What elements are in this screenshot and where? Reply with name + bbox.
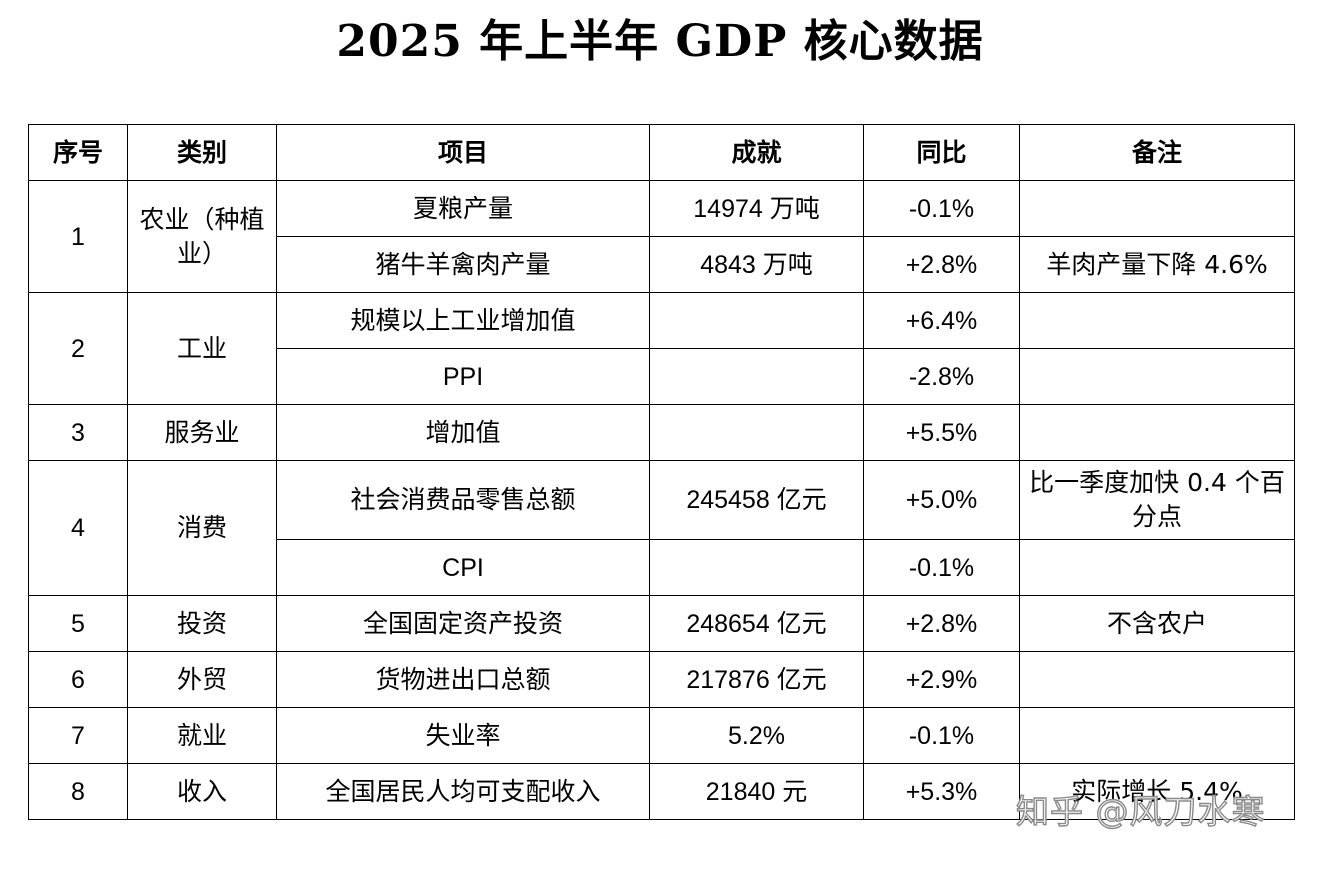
seq-cell: 3 [28, 404, 128, 461]
result-cell: 245458 亿元 [649, 460, 864, 540]
table-row: 5 投资 全国固定资产投资 248654 亿元 +2.8% 不含农户 [28, 595, 1295, 652]
note-cell [1019, 348, 1295, 405]
result-cell [649, 404, 864, 461]
gdp-data-table: 序号 类别 项目 成就 同比 备注 1 农业（种植业） 夏粮产量 14974 万… [28, 124, 1295, 820]
item-cell: 社会消费品零售总额 [276, 460, 650, 540]
category-cell: 外贸 [127, 651, 277, 708]
result-cell: 5.2% [649, 707, 864, 764]
header-category: 类别 [127, 124, 277, 181]
result-cell [649, 539, 864, 596]
yoy-cell: -2.8% [863, 348, 1020, 405]
table-row: 2 工业 规模以上工业增加值 +6.4% [28, 292, 1295, 405]
table-row: 1 农业（种植业） 夏粮产量 14974 万吨 -0.1% [28, 180, 1295, 293]
table-row: PPI -2.8% [29, 348, 1295, 405]
note-cell [1019, 292, 1295, 349]
note-cell [1019, 707, 1295, 764]
seq-cell: 6 [28, 651, 128, 708]
table-row: CPI -0.1% [29, 539, 1295, 596]
result-cell [649, 348, 864, 405]
table-row: 6 外贸 货物进出口总额 217876 亿元 +2.9% [28, 651, 1295, 708]
yoy-cell: -0.1% [863, 707, 1020, 764]
table-row: 7 就业 失业率 5.2% -0.1% [28, 707, 1295, 764]
seq-cell: 4 [28, 460, 128, 596]
item-cell: CPI [276, 539, 650, 596]
result-cell: 21840 元 [649, 763, 864, 820]
table-row: 3 服务业 增加值 +5.5% [28, 404, 1295, 461]
table-header-row: 序号 类别 项目 成就 同比 备注 [28, 124, 1295, 181]
note-cell: 实际增长 5.4% [1019, 763, 1295, 820]
seq-cell: 7 [28, 707, 128, 764]
note-cell: 羊肉产量下降 4.6% [1019, 236, 1295, 293]
item-cell: 全国固定资产投资 [276, 595, 650, 652]
category-cell: 农业（种植业） [127, 180, 277, 293]
note-cell [1019, 404, 1295, 461]
yoy-cell: +5.0% [863, 460, 1020, 540]
yoy-cell: +2.8% [863, 236, 1020, 293]
item-cell: 增加值 [276, 404, 650, 461]
header-result: 成就 [649, 124, 864, 181]
header-note: 备注 [1019, 124, 1295, 181]
item-cell: 货物进出口总额 [276, 651, 650, 708]
note-cell [1019, 539, 1295, 596]
item-cell: 失业率 [276, 707, 650, 764]
table-row: 8 收入 全国居民人均可支配收入 21840 元 +5.3% 实际增长 5.4% [28, 763, 1295, 820]
page-title: 2025 年上半年 GDP 核心数据 [336, 16, 984, 67]
note-cell: 不含农户 [1019, 595, 1295, 652]
yoy-cell: -0.1% [863, 539, 1020, 596]
item-cell: 全国居民人均可支配收入 [276, 763, 650, 820]
note-cell [1019, 180, 1295, 237]
category-cell: 服务业 [127, 404, 277, 461]
category-cell: 工业 [127, 292, 277, 405]
item-cell: PPI [276, 348, 650, 405]
category-cell: 就业 [127, 707, 277, 764]
note-cell [1019, 651, 1295, 708]
seq-cell: 5 [28, 595, 128, 652]
category-cell: 投资 [127, 595, 277, 652]
yoy-cell: +2.9% [863, 651, 1020, 708]
item-cell: 夏粮产量 [276, 180, 650, 237]
result-cell: 14974 万吨 [649, 180, 864, 237]
watermark: 知乎 @风刀水寒 [1015, 791, 1266, 831]
header-yoy: 同比 [863, 124, 1020, 181]
result-cell: 4843 万吨 [649, 236, 864, 293]
header-item: 项目 [276, 124, 650, 181]
item-cell: 猪牛羊禽肉产量 [276, 236, 650, 293]
result-cell: 248654 亿元 [649, 595, 864, 652]
result-cell: 217876 亿元 [649, 651, 864, 708]
header-seq: 序号 [28, 124, 128, 181]
result-cell [649, 292, 864, 349]
item-cell: 规模以上工业增加值 [276, 292, 650, 349]
yoy-cell: -0.1% [863, 180, 1020, 237]
category-cell: 消费 [127, 460, 277, 596]
yoy-cell: +2.8% [863, 595, 1020, 652]
yoy-cell: +5.3% [863, 763, 1020, 820]
category-cell: 收入 [127, 763, 277, 820]
yoy-cell: +6.4% [863, 292, 1020, 349]
note-cell: 比一季度加快 0.4 个百分点 [1019, 460, 1295, 540]
seq-cell: 2 [28, 292, 128, 405]
seq-cell: 8 [28, 763, 128, 820]
seq-cell: 1 [28, 180, 128, 293]
yoy-cell: +5.5% [863, 404, 1020, 461]
table-row: 4 消费 社会消费品零售总额 245458 亿元 +5.0% 比一季度加快 0.… [28, 460, 1295, 596]
